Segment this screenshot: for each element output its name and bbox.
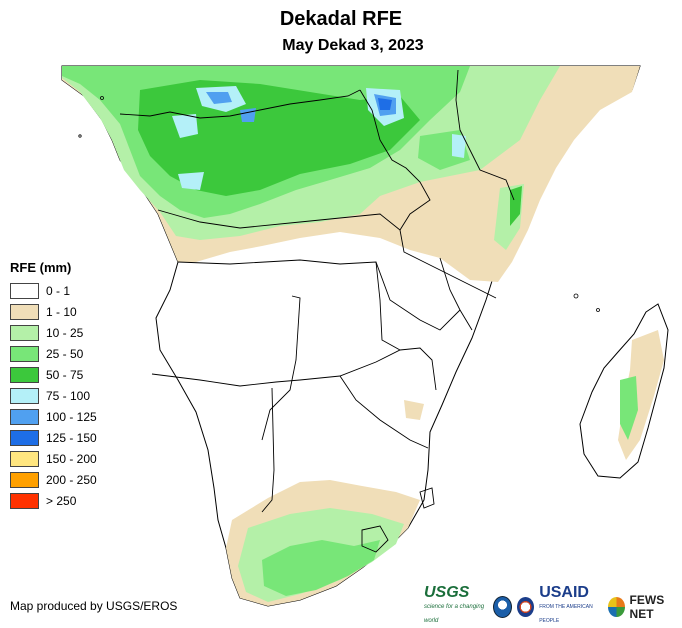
legend-item: 1 - 10	[10, 301, 97, 322]
rainfall-class-125-150	[378, 98, 392, 110]
legend-item: > 250	[10, 490, 97, 511]
legend-swatch	[10, 471, 39, 488]
legend-swatch	[10, 366, 39, 383]
legend-item: 0 - 1	[10, 280, 97, 301]
legend-label: 0 - 1	[46, 283, 71, 298]
legend-label: 10 - 25	[46, 325, 84, 340]
usgs-tagline: science for a changing world	[424, 604, 485, 624]
fews-net-icon	[607, 597, 625, 617]
legend-label: 25 - 50	[46, 346, 84, 361]
legend-item: 125 - 150	[10, 427, 97, 448]
legend: RFE (mm) 0 - 1 1 - 10 10 - 25 25 - 50 50 - 7…	[10, 260, 97, 511]
legend-swatch	[10, 429, 39, 446]
map-subtitle: May Dekad 3, 2023	[282, 37, 424, 54]
map-title: Dekadal RFE	[279, 8, 403, 30]
usaid-logo: USAID FROM THE AMERICAN PEOPLE	[539, 584, 602, 628]
legend-item: 200 - 250	[10, 469, 97, 490]
fews-net-logo: FEWS NET	[629, 593, 665, 621]
legend-label: 1 - 10	[46, 304, 77, 319]
legend-item: 10 - 25	[10, 322, 97, 343]
usaid-logo-text: USAID	[539, 584, 589, 601]
usaid-seal-icon	[517, 597, 535, 617]
legend-label: 50 - 75	[46, 367, 84, 382]
legend-item: 50 - 75	[10, 364, 97, 385]
small-islands	[78, 96, 600, 312]
legend-title: RFE (mm)	[10, 260, 72, 275]
usgs-logo: USGS science for a changing world	[424, 584, 488, 628]
legend-label: 200 - 250	[46, 472, 97, 487]
usaid-tagline: FROM THE AMERICAN PEOPLE	[539, 604, 593, 624]
usgs-logo-text: USGS	[424, 584, 470, 601]
noaa-logo-icon	[493, 596, 513, 618]
legend-label: 150 - 200	[46, 451, 97, 466]
legend-swatch	[10, 408, 39, 425]
legend-item: 25 - 50	[10, 343, 97, 364]
logo-bar: USGS science for a changing world USAID …	[424, 584, 682, 628]
legend-item: 75 - 100	[10, 385, 97, 406]
legend-item: 100 - 125	[10, 406, 97, 427]
legend-label: > 250	[46, 493, 77, 508]
legend-item: 150 - 200	[10, 448, 97, 469]
country-borders	[119, 69, 515, 553]
legend-label: 75 - 100	[46, 388, 91, 403]
legend-swatch	[10, 282, 39, 299]
legend-swatch	[10, 324, 39, 341]
legend-swatch	[10, 345, 39, 362]
legend-swatch	[10, 492, 39, 509]
legend-swatch	[10, 450, 39, 467]
legend-swatch	[10, 387, 39, 404]
legend-items: 0 - 1 1 - 10 10 - 25 25 - 50 50 - 75 75 - 100…	[10, 280, 97, 511]
legend-swatch	[10, 303, 39, 320]
legend-label: 125 - 150	[46, 430, 97, 445]
credit-text: Map produced by USGS/EROS	[10, 599, 178, 613]
legend-label: 100 - 125	[46, 409, 97, 424]
rainfall-class-50-75	[138, 80, 522, 226]
